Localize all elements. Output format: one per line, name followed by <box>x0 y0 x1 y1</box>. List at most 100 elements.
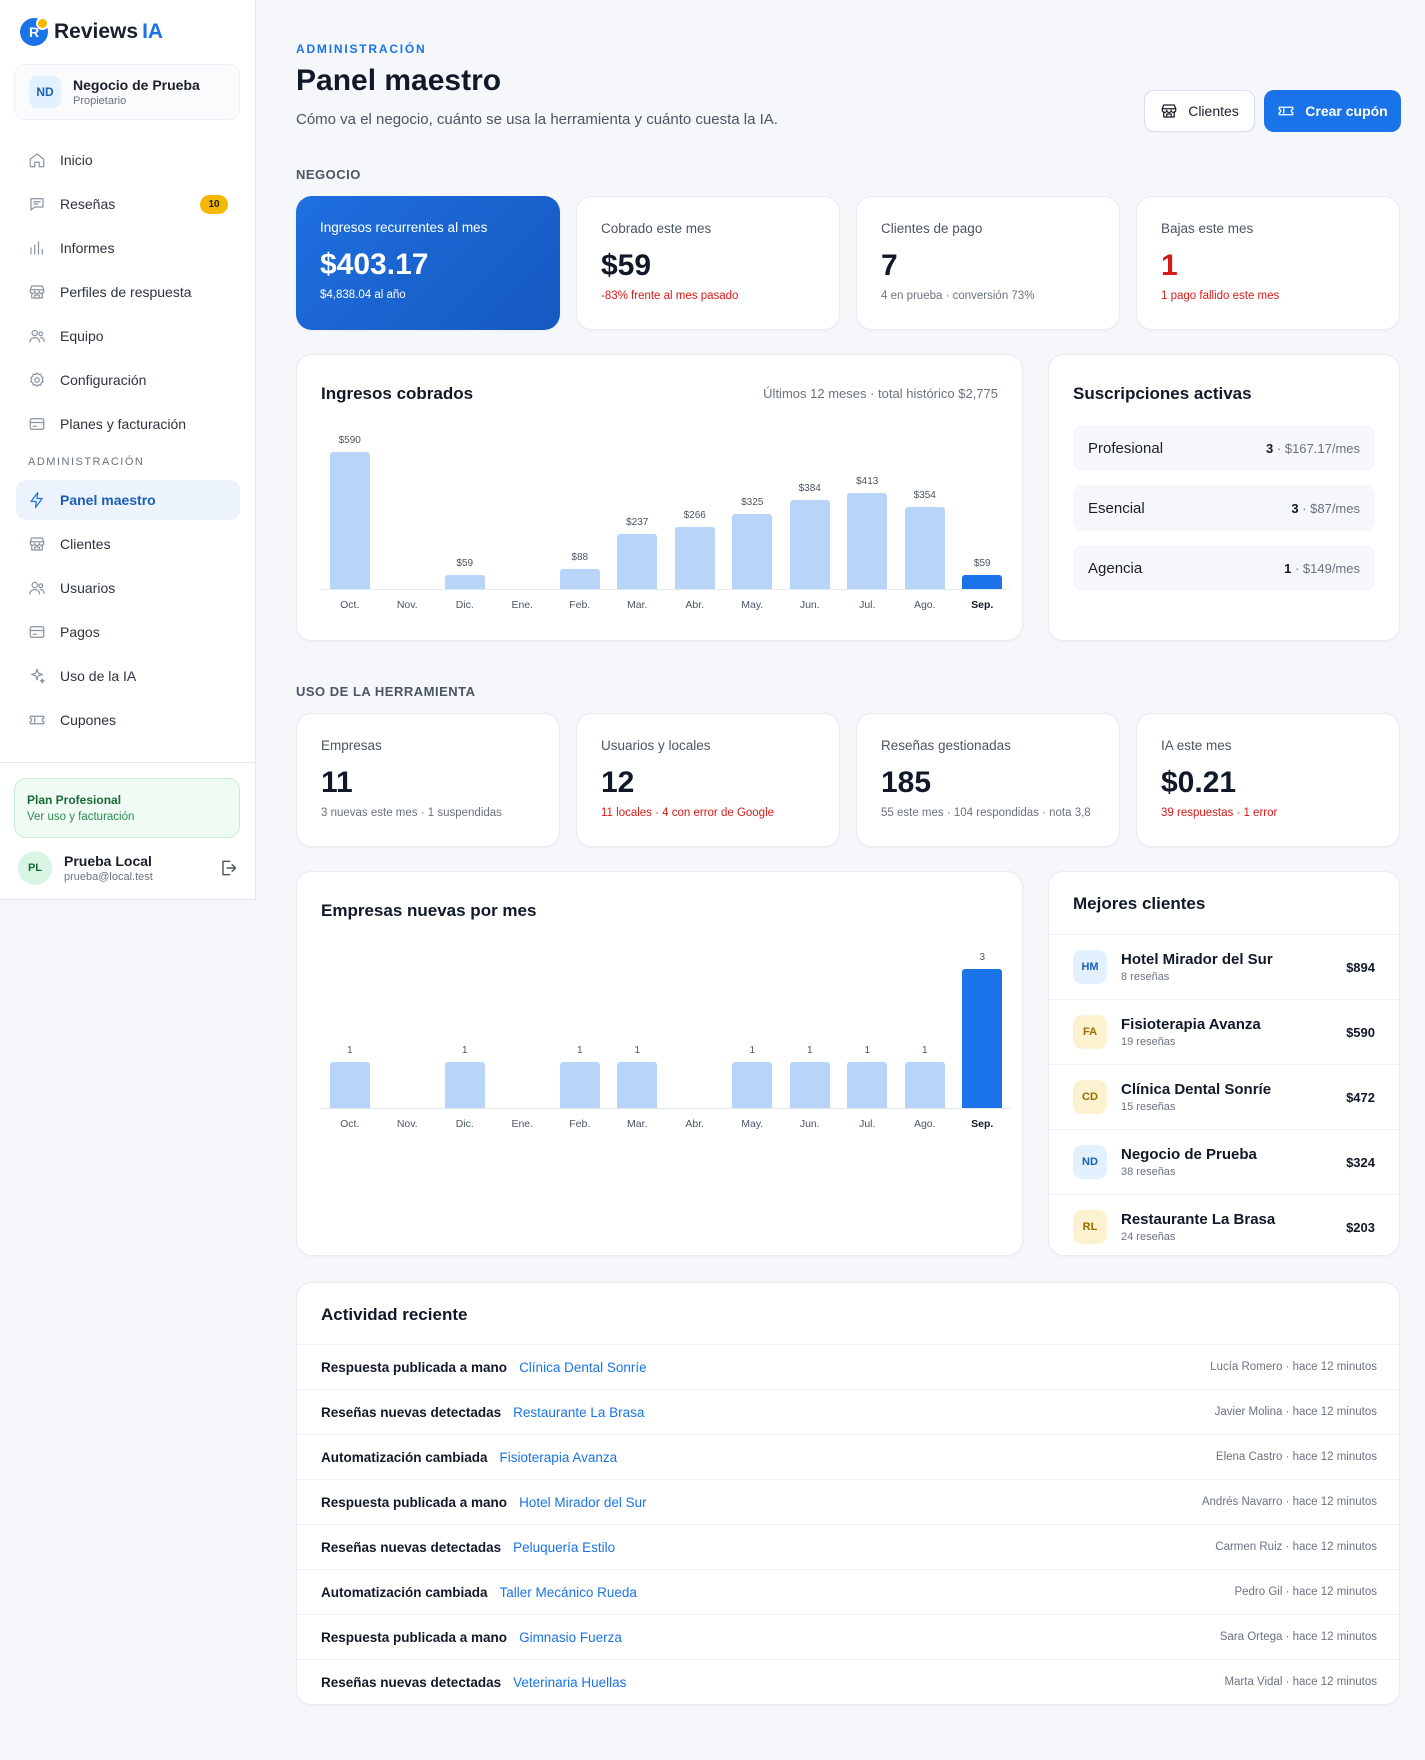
sidebar-item-label: Uso de la IA <box>60 668 137 684</box>
chart-bar[interactable] <box>962 969 1003 1108</box>
sidebar-item-label: Configuración <box>60 372 147 388</box>
business-switcher[interactable]: ND Negocio de Prueba Propietario <box>14 64 240 120</box>
sidebar-item-pagos[interactable]: Pagos <box>16 612 240 652</box>
sidebar-item-planes[interactable]: Planes y facturación <box>16 404 240 444</box>
kpi-label: Ingresos recurrentes al mes <box>320 220 488 235</box>
chart-bar[interactable] <box>904 507 945 589</box>
client-row[interactable]: HM Hotel Mirador del Sur 8 reseñas $894 <box>1049 934 1399 999</box>
kpi-label: Reseñas gestionadas <box>881 738 1011 753</box>
sidebar-item-cupones[interactable]: Cupones <box>16 700 240 740</box>
sidebar-item-informes[interactable]: Informes <box>16 228 240 268</box>
plan-link[interactable]: Ver uso y facturación <box>27 811 135 823</box>
activity-meta: Elena Castro · hace 12 minutos <box>1215 1451 1377 1463</box>
user-profile: PL Prueba Local prueba@local.test <box>18 848 238 888</box>
chart-bar[interactable] <box>789 1062 830 1108</box>
activity-action: Respuesta publicada a mano <box>321 1494 508 1510</box>
kpi-label: Cobrado este mes <box>601 221 712 236</box>
brand[interactable]: R Reviews IA <box>20 17 163 46</box>
plan-title: Plan Profesional <box>27 793 122 807</box>
chart-data-label: $237 <box>626 517 649 528</box>
client-avatar: RL <box>1073 1210 1107 1244</box>
subscription-row: Profesional 3 · $167.17/mes <box>1073 425 1375 471</box>
sidebar-item-inicio[interactable]: Inicio <box>16 140 240 180</box>
kpi-sub: 4 en prueba · conversión 73% <box>881 290 1035 302</box>
client-reviews: 15 reseñas <box>1121 1101 1176 1113</box>
sidebar-item-label: Perfiles de respuesta <box>60 284 192 300</box>
sidebar-divider <box>0 762 256 763</box>
chart-bar[interactable] <box>847 493 888 589</box>
store-icon <box>1161 104 1177 118</box>
activity-client-link[interactable]: Fisioterapia Avanza <box>499 1449 618 1465</box>
chart-data-label: $325 <box>741 497 764 508</box>
chart-bar[interactable] <box>444 1062 485 1108</box>
chart-tick-label: Jun. <box>799 599 820 611</box>
chart-bar[interactable] <box>789 500 830 589</box>
sidebar-item-equipo[interactable]: Equipo <box>16 316 240 356</box>
client-row[interactable]: RL Restaurante La Brasa 24 reseñas $203 <box>1049 1194 1399 1255</box>
sidebar-item-usuarios[interactable]: Usuarios <box>16 568 240 608</box>
logout-icon[interactable] <box>218 858 238 878</box>
activity-client-link[interactable]: Hotel Mirador del Sur <box>519 1494 647 1510</box>
business-avatar: ND <box>29 76 61 108</box>
chart-tick-label: Ene. <box>511 1118 534 1130</box>
sidebar-item-label: Clientes <box>60 536 111 552</box>
chart-tick-label: May. <box>741 599 764 611</box>
chart-bar[interactable] <box>617 1062 658 1108</box>
companies-chart-title: Empresas nuevas por mes <box>321 901 537 920</box>
chart-tick-label: Abr. <box>685 1118 705 1130</box>
chart-data-label: $384 <box>798 483 821 494</box>
subscription-value: 1 · $149/mes <box>1284 560 1360 576</box>
client-row[interactable]: FA Fisioterapia Avanza 19 reseñas $590 <box>1049 999 1399 1064</box>
kpi-value: $59 <box>601 249 652 282</box>
activity-row: Automatización cambiada Taller Mecánico R… <box>297 1569 1399 1614</box>
chart-tick-label: Ago. <box>913 599 936 611</box>
companies-chart-card: Empresas nuevas por mes 1 Oct. Nov. 1 Dic. En… <box>296 871 1023 1256</box>
sidebar-item-resenas[interactable]: Reseñas 10 <box>16 184 240 224</box>
chart-bar[interactable] <box>329 452 370 589</box>
section-label-usage: USO DE LA HERRAMIENTA <box>296 684 476 699</box>
chart-bar[interactable] <box>444 575 485 589</box>
chart-bar[interactable] <box>559 569 600 589</box>
activity-client-link[interactable]: Gimnasio Fuerza <box>519 1629 622 1645</box>
activity-client-link[interactable]: Veterinaria Huellas <box>513 1674 627 1690</box>
chart-data-label: $266 <box>683 510 706 521</box>
activity-client-link[interactable]: Clínica Dental Sonríe <box>519 1359 647 1375</box>
activity-client-link[interactable]: Taller Mecánico Rueda <box>499 1584 637 1600</box>
chart-bar[interactable] <box>617 534 658 589</box>
chart-bar[interactable] <box>847 1062 888 1108</box>
plan-card[interactable]: Plan Profesional Ver uso y facturación <box>14 778 240 838</box>
activity-action: Reseñas nuevas detectadas <box>321 1539 502 1555</box>
activity-meta: Carmen Ruiz · hace 12 minutos <box>1215 1541 1377 1553</box>
chart-data-label: 1 <box>749 1045 756 1056</box>
sidebar-item-perfiles[interactable]: Perfiles de respuesta <box>16 272 240 312</box>
chart-bar[interactable] <box>329 1062 370 1108</box>
home-icon <box>28 151 46 169</box>
sidebar-item-label: Cupones <box>60 712 117 728</box>
activity-card: Actividad reciente Respuesta publicada a… <box>296 1282 1400 1705</box>
chart-bar[interactable] <box>559 1062 600 1108</box>
kpi-card-companies: Empresas 11 3 nuevas este mes · 1 suspen… <box>296 713 560 847</box>
client-name: Restaurante La Brasa <box>1121 1211 1276 1228</box>
create-coupon-button-label: Crear cupón <box>1305 103 1388 119</box>
sidebar-item-clientes[interactable]: Clientes <box>16 524 240 564</box>
sidebar-item-uso-ia[interactable]: Uso de la IA <box>16 656 240 696</box>
client-amount: $472 <box>1346 1089 1375 1105</box>
chart-bar[interactable] <box>732 514 773 589</box>
client-row[interactable]: ND Negocio de Prueba 38 reseñas $324 <box>1049 1129 1399 1194</box>
activity-row: Reseñas nuevas detectadas Veterinaria Hue… <box>297 1659 1399 1704</box>
client-name: Clínica Dental Sonríe <box>1121 1081 1272 1098</box>
ticket-icon <box>28 711 46 729</box>
sidebar-item-configuracion[interactable]: Configuración <box>16 360 240 400</box>
client-row[interactable]: CD Clínica Dental Sonríe 15 reseñas $472 <box>1049 1064 1399 1129</box>
chart-bar[interactable] <box>962 575 1003 589</box>
sidebar-item-panel-maestro[interactable]: Panel maestro <box>16 480 240 520</box>
clients-button[interactable]: Clientes <box>1144 90 1255 132</box>
chart-bar[interactable] <box>732 1062 773 1108</box>
client-name: Hotel Mirador del Sur <box>1121 951 1273 968</box>
activity-client-link[interactable]: Peluquería Estilo <box>513 1539 616 1555</box>
chart-tick-label: Nov. <box>396 1118 418 1130</box>
create-coupon-button[interactable]: Crear cupón <box>1264 90 1401 132</box>
chart-bar[interactable] <box>674 527 715 589</box>
activity-client-link[interactable]: Restaurante La Brasa <box>513 1404 645 1420</box>
chart-bar[interactable] <box>904 1062 945 1108</box>
